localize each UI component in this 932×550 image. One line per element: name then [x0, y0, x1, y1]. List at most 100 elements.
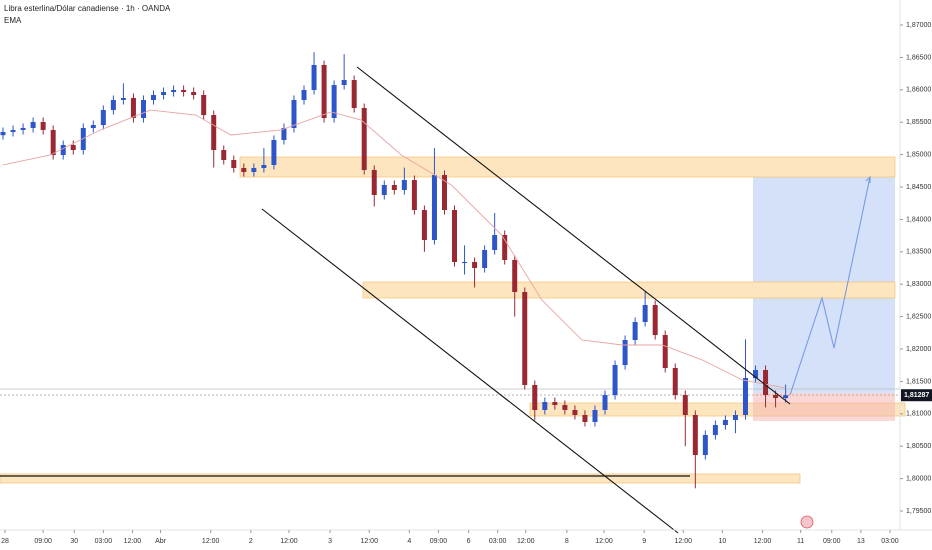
candle-body — [181, 90, 187, 93]
candle-body — [381, 185, 387, 195]
y-tick-label: 1,84000 — [906, 216, 931, 223]
candle-body — [221, 150, 227, 160]
candle-body — [522, 291, 528, 385]
candle-body — [753, 370, 759, 378]
candle-body — [742, 377, 748, 415]
candle-body — [80, 127, 86, 151]
candle-body — [151, 94, 157, 100]
y-tick-label: 1,83000 — [906, 281, 931, 288]
candle-body — [271, 139, 277, 165]
candle-body — [261, 164, 267, 169]
candle-body — [411, 180, 417, 211]
candle-body — [371, 169, 377, 195]
candle-body — [341, 80, 347, 86]
drawings — [261, 66, 871, 534]
ema-line — [2, 109, 786, 389]
candle-body — [592, 409, 598, 422]
y-tick-label: 1,79500 — [906, 508, 931, 515]
x-tick-label: 30 — [70, 538, 78, 545]
x-tick-label: 12:00 — [517, 538, 535, 545]
channel-line — [356, 66, 791, 405]
candle-body — [30, 122, 36, 128]
x-tick-label: 12:00 — [754, 538, 772, 545]
series — [0, 52, 789, 489]
y-tick-label: 1,84500 — [906, 184, 931, 191]
candle-body — [662, 335, 668, 368]
candle-body — [763, 370, 769, 396]
candle-body — [70, 145, 76, 151]
y-tick-label: 1,81000 — [906, 411, 931, 418]
candle-body — [472, 261, 478, 269]
candle-body — [241, 168, 247, 172]
candle-body — [502, 235, 508, 260]
y-tick-label: 1,87000 — [906, 22, 931, 29]
x-tick-label: 28 — [1, 538, 9, 545]
x-tick-label: 10 — [719, 538, 727, 545]
event-icon[interactable] — [800, 515, 814, 529]
candle-body — [140, 99, 146, 119]
candle-body — [0, 131, 6, 136]
candle-body — [201, 94, 207, 116]
candle-body — [712, 425, 718, 436]
candle-body — [231, 159, 237, 169]
candle-body — [431, 175, 437, 241]
candle-body — [331, 85, 337, 119]
candle-body — [281, 127, 287, 140]
x-tick-label: 4 — [407, 538, 411, 545]
x-tick-label: Abr — [155, 538, 167, 545]
candle-body — [100, 110, 106, 125]
candle-body — [642, 305, 648, 322]
candle-body — [10, 129, 16, 132]
candle-body — [110, 99, 116, 111]
candle-body — [251, 168, 257, 172]
candle-body — [622, 340, 628, 366]
chart-title: Libra esterlina/Dólar canadiense · 1h · … — [4, 4, 171, 13]
projection-arrow — [865, 175, 871, 183]
y-tick-label: 1,80500 — [906, 443, 931, 450]
x-tick-label: 09:00 — [34, 538, 52, 545]
x-tick-label: 9 — [642, 538, 646, 545]
x-tick-label: 13 — [857, 538, 865, 545]
candle-body — [722, 419, 728, 426]
candle-body — [672, 367, 678, 396]
candle-body — [40, 122, 46, 130]
candle-body — [562, 405, 568, 410]
candle-body — [90, 124, 96, 128]
x-tick-label: 03:00 — [489, 538, 507, 545]
candle-body — [60, 145, 66, 156]
candle-body — [120, 97, 126, 100]
y-tick-label: 1,81500 — [906, 378, 931, 385]
drawings — [0, 156, 906, 484]
candle-body — [301, 90, 307, 100]
y-tick-label: 1,86500 — [906, 54, 931, 61]
projection-path — [789, 176, 871, 396]
x-tick-label: 12:00 — [675, 538, 693, 545]
y-tick-label: 1,86000 — [906, 87, 931, 94]
candle-body — [311, 64, 317, 91]
x-tick-label: 2 — [249, 538, 253, 545]
candle-body — [211, 115, 217, 151]
candle-body — [462, 261, 468, 263]
y-tick-label: 1,83500 — [906, 249, 931, 256]
candle-body — [572, 409, 578, 415]
candle-body — [783, 395, 789, 399]
x-tick-label: 12:00 — [124, 538, 142, 545]
candle-body — [401, 180, 407, 190]
y-tick-label: 1,82500 — [906, 313, 931, 320]
candle-body — [291, 99, 297, 128]
candle-body — [191, 92, 197, 95]
y-tick-label: 1,85500 — [906, 119, 931, 126]
y-tick-label: 1,85000 — [906, 151, 931, 158]
candle-body — [602, 395, 608, 410]
x-tick-label: 8 — [565, 538, 569, 545]
x-tick-label: 12:00 — [595, 538, 613, 545]
candle-body — [512, 259, 518, 292]
x-tick-label: 03:00 — [95, 538, 113, 545]
x-tick-label: 6 — [467, 538, 471, 545]
candle-body — [321, 64, 327, 119]
channel-line — [261, 208, 679, 534]
candle-body — [732, 414, 738, 420]
candle-body — [361, 108, 367, 170]
candle-body — [130, 97, 136, 119]
